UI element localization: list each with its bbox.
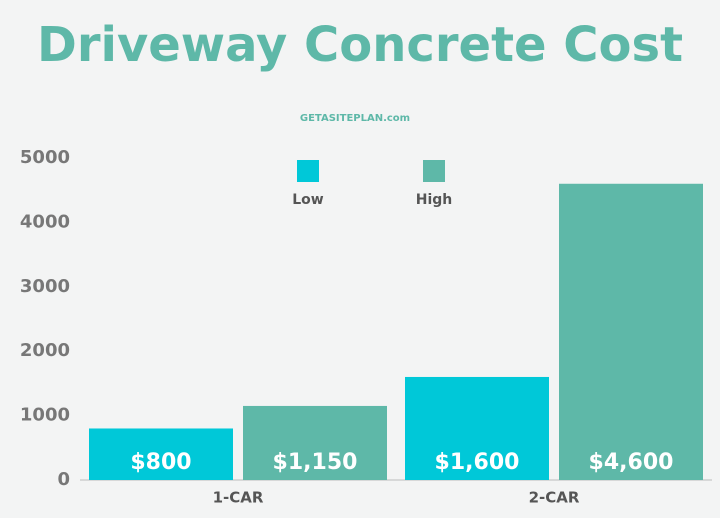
x-tick-label: 2-CAR <box>529 489 580 507</box>
value-label: $1,150 <box>273 450 358 475</box>
y-tick-label: 2000 <box>20 340 70 361</box>
legend-label: Low <box>292 192 324 208</box>
legend-label: High <box>416 192 453 208</box>
value-label: $800 <box>130 450 191 475</box>
y-tick-label: 1000 <box>20 405 70 426</box>
bar <box>89 428 233 480</box>
legend-swatch <box>423 160 445 182</box>
legend-swatch <box>297 160 319 182</box>
y-tick-label: 0 <box>57 469 70 490</box>
logo: GETASITEPLAN.com <box>300 113 410 124</box>
x-tick-label: 1-CAR <box>213 489 264 507</box>
bar <box>243 405 387 480</box>
chart-title: Driveway Concrete Cost <box>37 17 683 73</box>
bar <box>405 376 549 480</box>
value-label: $4,600 <box>589 450 674 475</box>
value-label: $1,600 <box>435 450 520 475</box>
y-tick-label: 5000 <box>20 147 70 168</box>
y-tick-label: 3000 <box>20 276 70 297</box>
bar <box>559 183 703 480</box>
y-tick-label: 4000 <box>20 211 70 232</box>
